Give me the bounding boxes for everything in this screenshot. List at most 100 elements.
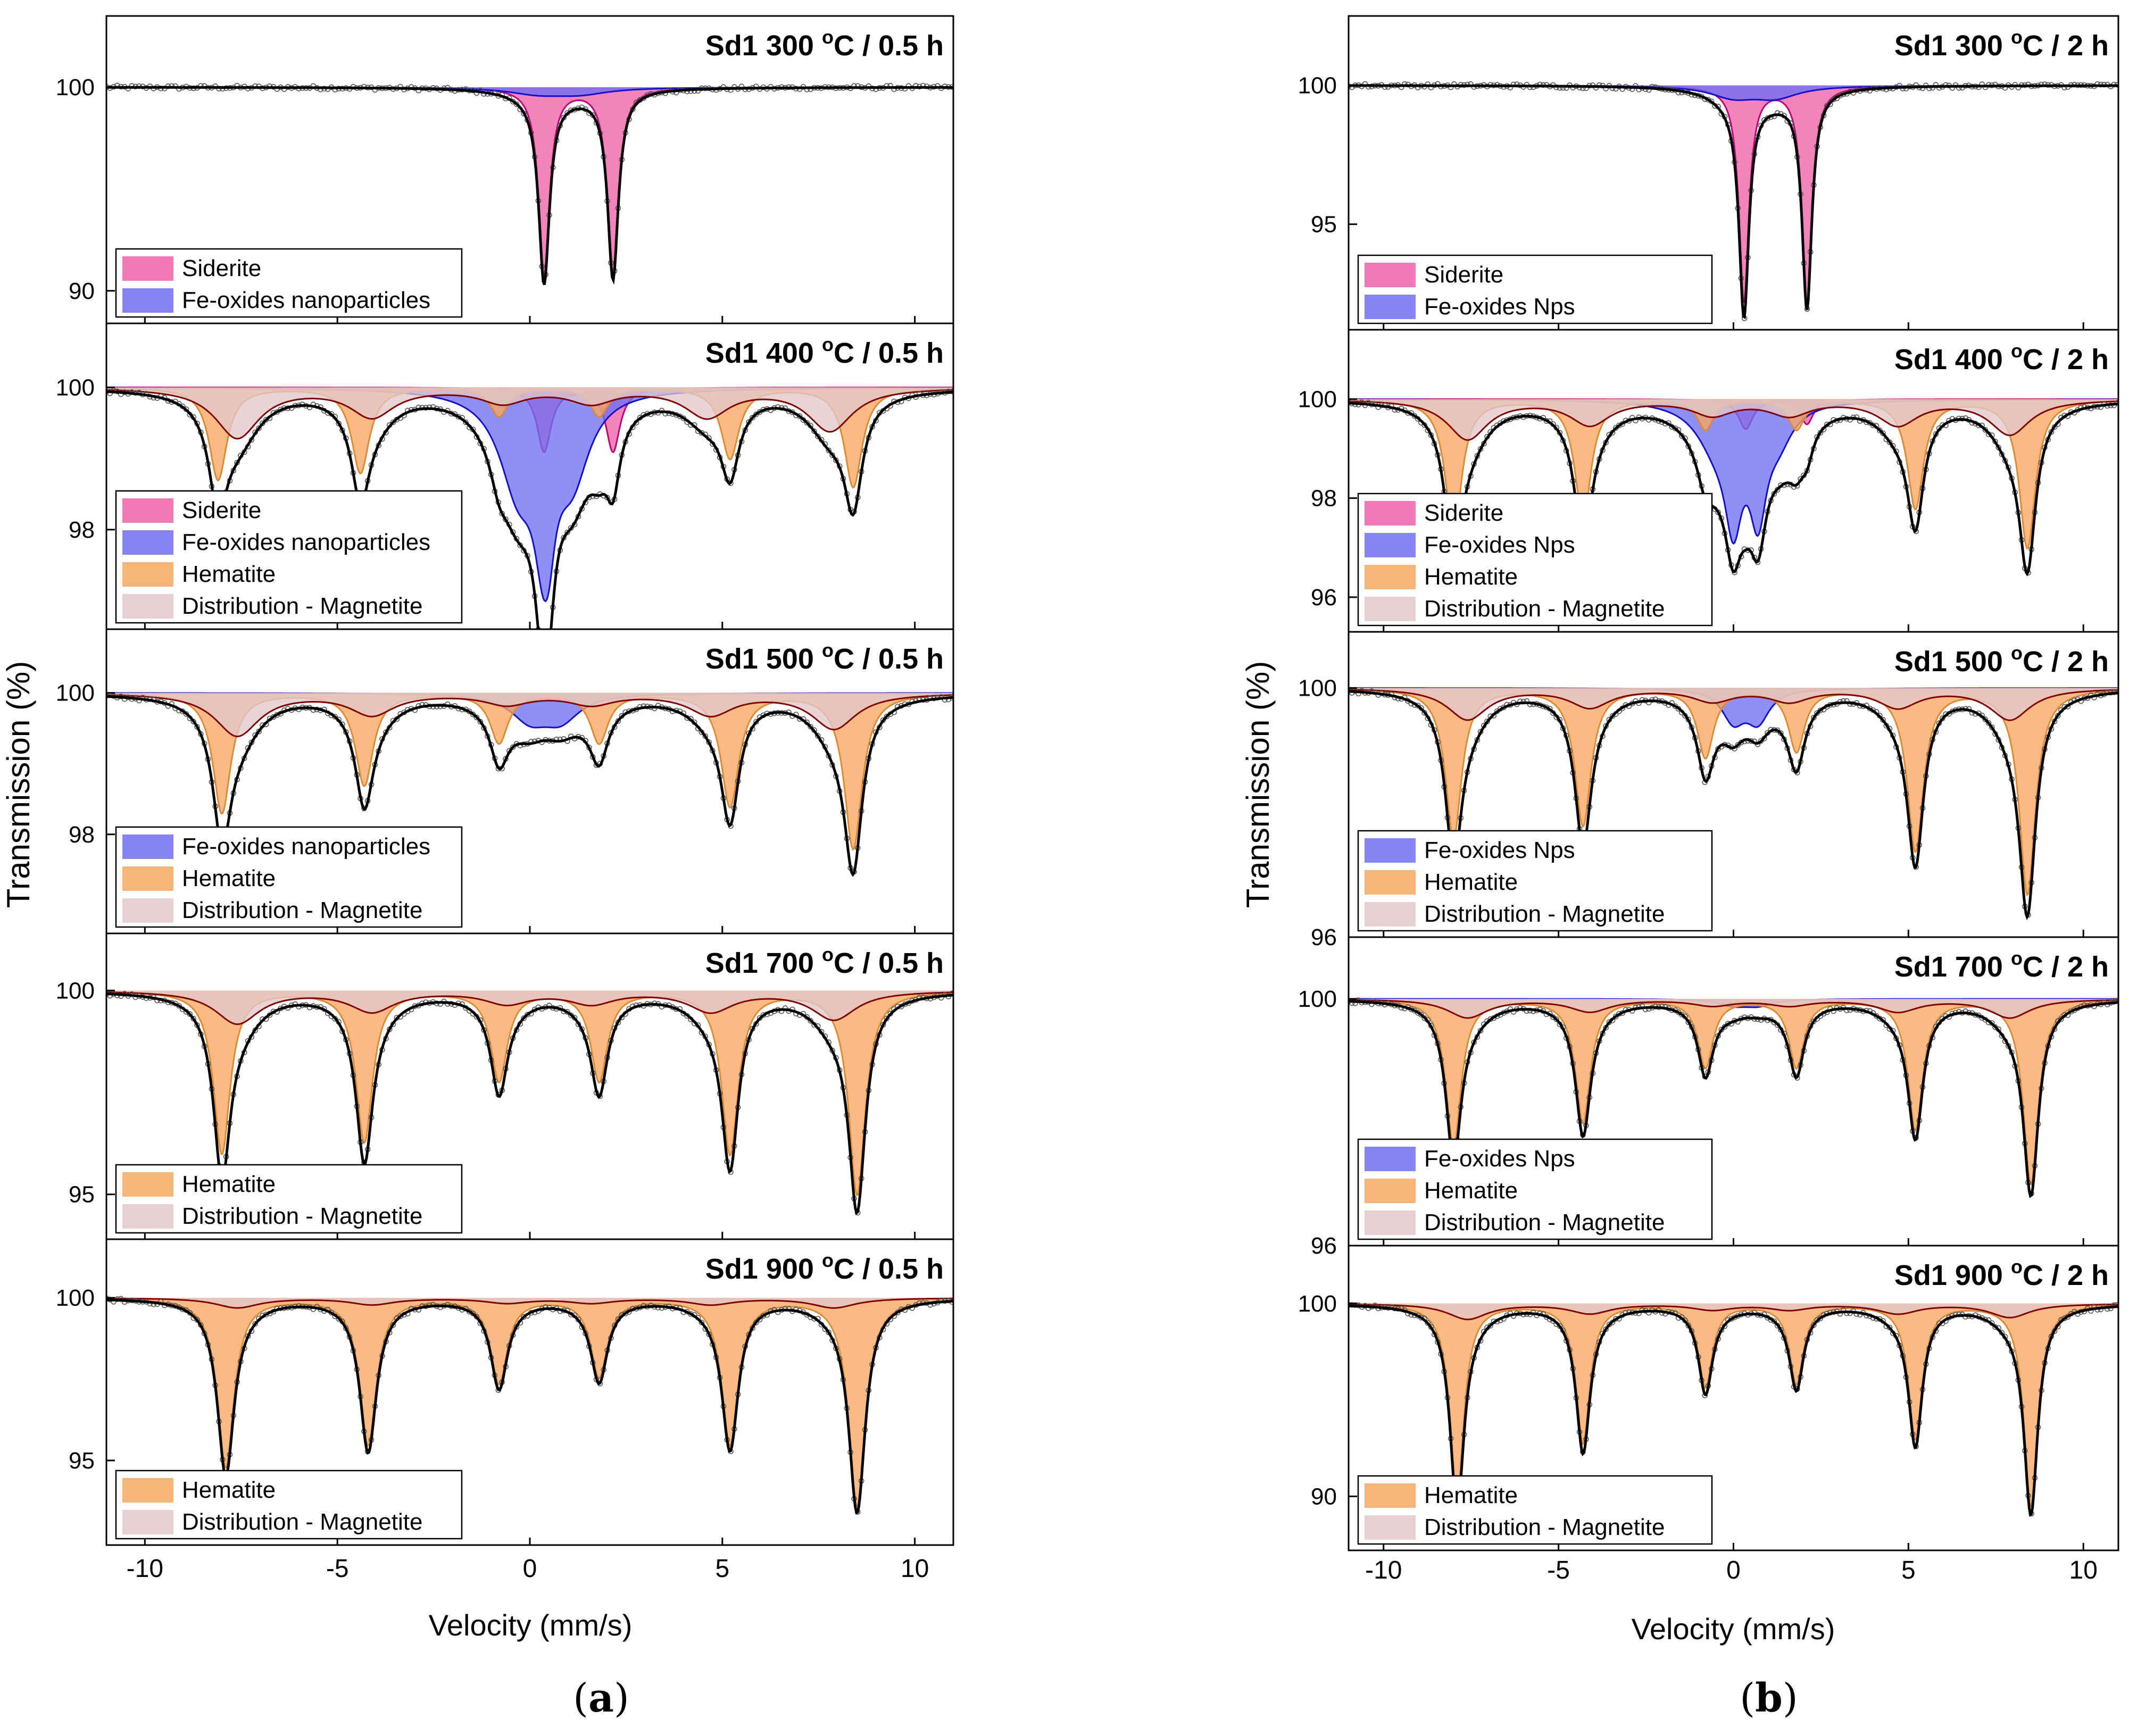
data-point	[2058, 1016, 2064, 1022]
data-point	[1771, 1318, 1777, 1324]
panel-title: Sd1 500 oC / 0.5 h	[705, 639, 944, 675]
data-point	[521, 1015, 527, 1021]
distribution-magnetite-line	[106, 694, 953, 738]
data-point	[1880, 430, 1886, 437]
panel-title: Sd1 900 oC / 2 h	[1894, 1256, 2109, 1291]
legend-label-hematite: Hematite	[1424, 1482, 1518, 1508]
y-tick-label: 100	[1298, 386, 1337, 412]
siderite-fill	[106, 87, 953, 276]
distribution-magnetite-fill	[106, 387, 953, 439]
legend-label-distribution-magnetite: Distribution - Magnetite	[182, 1203, 422, 1229]
data-point	[753, 1320, 759, 1325]
title-degree: o	[822, 333, 834, 355]
distribution-magnetite-line	[1349, 689, 2118, 721]
panel-title: Sd1 700 oC / 2 h	[1894, 947, 2109, 983]
fe-oxides-nanoparticles-fill	[106, 87, 953, 96]
data-point	[1613, 1013, 1619, 1020]
x-tick-label: 5	[1901, 1556, 1916, 1584]
y-tick-label: 95	[69, 1182, 95, 1208]
x-tick-label: 10	[901, 1555, 929, 1583]
y-tick-label: 100	[56, 374, 95, 400]
fit-envelope	[106, 992, 953, 1215]
title-text: C / 2 h	[2023, 951, 2109, 983]
fe-oxides-nps-fill	[1349, 688, 2118, 728]
x-tick-label: -5	[1547, 1556, 1570, 1584]
data-point	[1487, 1323, 1493, 1329]
hematite-fill	[1349, 999, 2118, 1184]
siderite-swatch	[1365, 263, 1416, 287]
hematite-swatch	[122, 1478, 173, 1503]
distribution-magnetite-line	[106, 389, 953, 440]
data-point	[1817, 707, 1824, 714]
hematite-swatch	[122, 1172, 173, 1197]
plot-area	[106, 82, 953, 286]
data-point	[397, 1313, 404, 1320]
data-point	[564, 529, 570, 536]
distribution-magnetite-line	[1349, 999, 2118, 1019]
y-tick-label: 100	[1298, 675, 1337, 701]
legend-label-fe-oxides-nps: Fe-oxides Nps	[1424, 1146, 1575, 1172]
distribution-magnetite-swatch	[1365, 902, 1416, 927]
distribution-magnetite-fill	[1349, 1303, 2118, 1320]
fe-oxides-nps-swatch	[1365, 1147, 1416, 1171]
legend: Hematite Distribution - Magnetite	[1357, 1475, 1713, 1545]
title-text: C / 0.5 h	[834, 1253, 944, 1285]
y-tick-label: 100	[56, 978, 95, 1004]
title-text: Sd1 500	[705, 643, 822, 675]
legend: Fe-oxides Nps Hematite Distribution - Magn…	[1357, 830, 1713, 932]
legend-label-fe-oxides-nanoparticles: Fe-oxides nanoparticles	[182, 287, 430, 313]
fit-envelope	[106, 86, 953, 286]
y-tick-label: 100	[1298, 986, 1337, 1012]
title-degree: o	[822, 1249, 834, 1271]
legend-label-hematite: Hematite	[182, 1477, 276, 1503]
legend-label-distribution-magnetite: Distribution - Magnetite	[182, 1509, 422, 1535]
title-text: Sd1 300	[705, 30, 822, 62]
legend-label-hematite: Hematite	[182, 561, 276, 587]
panel-title: Sd1 300 oC / 2 h	[1894, 26, 2109, 62]
legend-label-distribution-magnetite: Distribution - Magnetite	[1424, 1209, 1665, 1236]
legend-label-hematite: Hematite	[182, 865, 276, 891]
title-degree: o	[2011, 947, 2023, 969]
fit-envelope	[1349, 1304, 2118, 1517]
title-degree: o	[2011, 26, 2023, 48]
y-tick-label: 100	[56, 1285, 95, 1311]
title-text: C / 2 h	[2023, 344, 2109, 375]
title-text: Sd1 700	[1894, 951, 2011, 983]
y-tick-label: 100	[1298, 1291, 1337, 1317]
data-point	[525, 1012, 530, 1017]
data-point	[808, 1018, 813, 1024]
data-point	[826, 447, 831, 454]
legend-box	[115, 490, 463, 624]
legend: Siderite Fe-oxides Nps Hematite Distributio…	[1357, 493, 1713, 627]
distribution-magnetite-line	[1349, 1303, 2118, 1321]
title-text: C / 2 h	[2023, 646, 2109, 678]
data-point	[256, 425, 262, 431]
fe-oxides-nanoparticles-swatch	[122, 530, 173, 555]
legend-label-distribution-magnetite: Distribution - Magnetite	[1424, 901, 1665, 927]
x-tick-label: -10	[1365, 1556, 1402, 1584]
legend-label-distribution-magnetite: Distribution - Magnetite	[182, 593, 422, 619]
hematite-swatch	[1365, 1483, 1416, 1508]
data-point	[1811, 1322, 1817, 1328]
title-degree: o	[2011, 340, 2023, 362]
x-tick-label: 10	[2069, 1556, 2098, 1584]
x-tick-label: 0	[1726, 1556, 1741, 1584]
legend-box	[1357, 254, 1713, 324]
distribution-magnetite-swatch	[122, 1510, 173, 1534]
legend-label-fe-oxides-nps: Fe-oxides Nps	[1424, 294, 1575, 320]
fit-envelope	[106, 695, 953, 877]
data-point	[1722, 1024, 1728, 1030]
panel-a-1: 90 100 Sd1 300 oC / 0.5 h Siderite Fe-oxides…	[56, 15, 954, 324]
legend: Fe-oxides Nps Hematite Distribution - Magn…	[1357, 1138, 1713, 1240]
panel-title: Sd1 900 oC / 0.5 h	[705, 1249, 944, 1285]
siderite-swatch	[1365, 501, 1416, 525]
data-point	[510, 744, 516, 750]
panel-title: Sd1 700 oC / 0.5 h	[705, 944, 944, 979]
data-point	[804, 420, 810, 426]
x-axis-label: Velocity (mm/s)	[1632, 1612, 1835, 1646]
hematite-line	[106, 1298, 953, 1508]
fe-oxides-nanoparticles-swatch	[122, 288, 173, 313]
title-text: C / 0.5 h	[834, 643, 944, 675]
hematite-fill	[106, 692, 953, 850]
